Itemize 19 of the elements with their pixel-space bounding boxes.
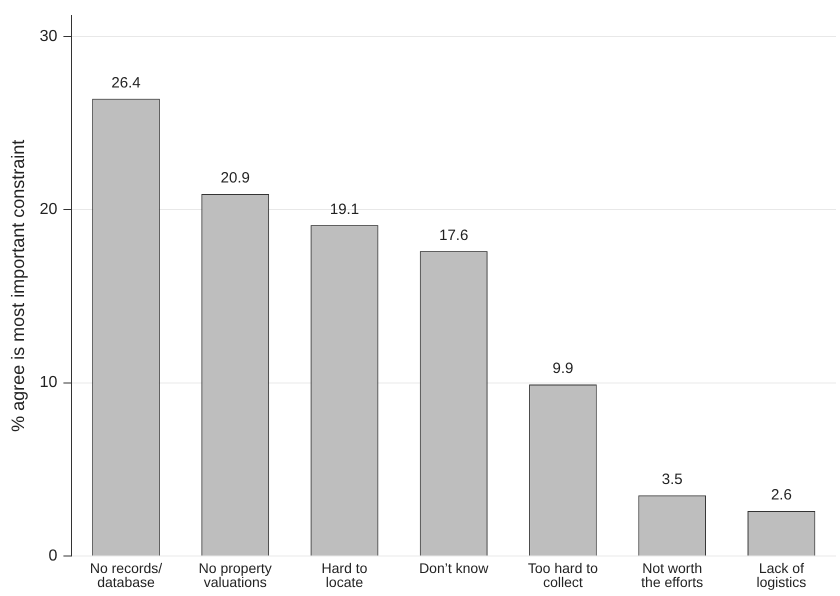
y-tick-label: 0	[48, 547, 58, 564]
y-tick-label: 30	[40, 28, 58, 45]
y-axis-title: % agree is most important constraint	[8, 140, 28, 432]
x-tick-label: Don’t know	[419, 560, 490, 576]
y-tick-label: 10	[40, 374, 58, 392]
x-tick-label: No property valuations	[198, 560, 272, 590]
x-tick-label: Hard to locate	[322, 560, 368, 590]
data-label: 26.4	[111, 74, 141, 92]
data-label: 17.6	[439, 226, 468, 244]
data-label: 19.1	[330, 200, 360, 218]
x-tick-label: Not worth the efforts	[641, 560, 704, 590]
x-tick-label: No records/ database	[90, 560, 162, 590]
x-tick-label: Lack of logistics	[756, 560, 806, 590]
data-label: 20.9	[220, 170, 250, 187]
data-label: 3.5	[662, 471, 683, 488]
data-label: 9.9	[552, 360, 574, 378]
data-label: 2.6	[770, 486, 792, 504]
y-tick-label: 20	[40, 200, 58, 218]
x-tick-label: Too hard to collect	[528, 560, 598, 590]
